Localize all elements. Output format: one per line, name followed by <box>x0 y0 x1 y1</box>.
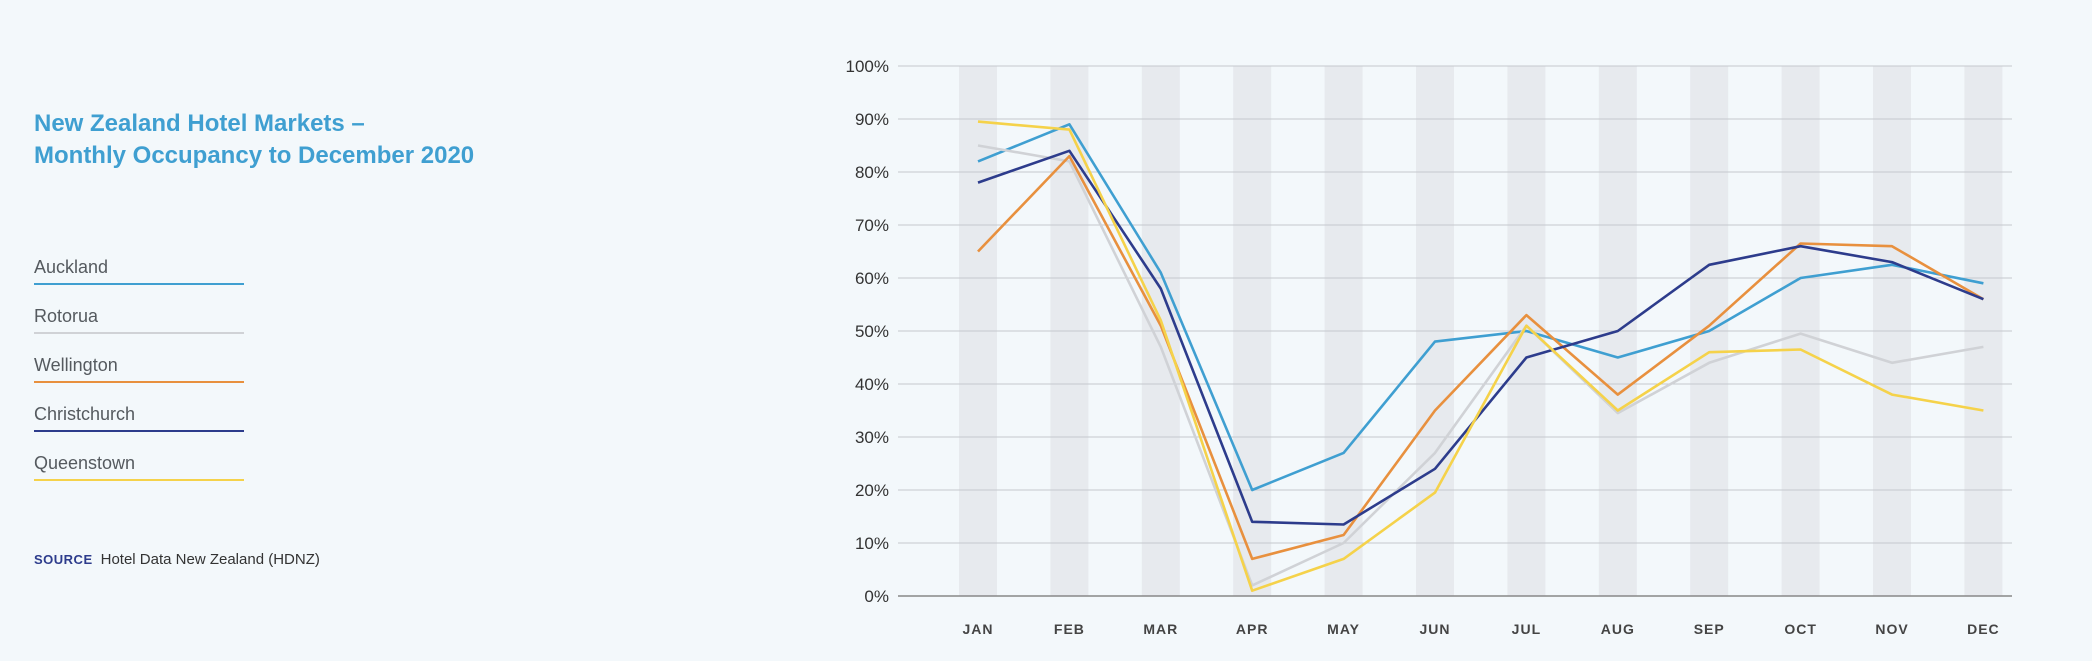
x-tick-label: OCT <box>1784 621 1817 637</box>
y-tick-label: 70% <box>855 216 889 235</box>
legend-label: Christchurch <box>34 404 136 424</box>
legend: Auckland Rotorua Wellington Christchurch… <box>34 255 244 500</box>
y-tick-label: 10% <box>855 534 889 553</box>
y-tick-label: 80% <box>855 163 889 182</box>
legend-label: Queenstown <box>34 453 136 473</box>
x-tick-label: JUL <box>1512 621 1541 637</box>
x-tick-label: DEC <box>1967 621 2000 637</box>
y-tick-label: 60% <box>855 269 889 288</box>
series-lines <box>977 120 1985 593</box>
x-tick-label: JUN <box>1419 621 1450 637</box>
series-line-queenstown <box>977 120 1984 593</box>
y-tick-label: 50% <box>855 322 889 341</box>
legend-swatch <box>34 479 244 481</box>
x-tick-label: SEP <box>1694 621 1725 637</box>
x-tick-label: MAY <box>1327 621 1360 637</box>
x-tick-label: JAN <box>962 621 993 637</box>
y-tick-label: 90% <box>855 110 889 129</box>
y-tick-label: 100% <box>846 57 889 76</box>
series-line-christchurch <box>977 149 1984 526</box>
legend-item-auckland: Auckland <box>34 255 244 304</box>
chart-title: New Zealand Hotel Markets – Monthly Occu… <box>34 108 474 172</box>
x-tick-label: NOV <box>1875 621 1908 637</box>
series-line-auckland <box>977 123 1984 492</box>
legend-swatch <box>34 283 244 285</box>
x-tick-label: MAR <box>1143 621 1178 637</box>
y-tick-label: 40% <box>855 375 889 394</box>
legend-item-rotorua: Rotorua <box>34 304 244 353</box>
legend-label: Rotorua <box>34 306 99 326</box>
y-tick-label: 0% <box>864 587 889 606</box>
source-label: SOURCE <box>34 552 93 567</box>
chart-title-line-2: Monthly Occupancy to December 2020 <box>34 142 475 169</box>
x-tick-label: APR <box>1236 621 1269 637</box>
legend-label: Auckland <box>34 257 109 277</box>
x-axis-ticks: JAN FEB MAR APR MAY JUN JUL AUG SEP OCT NOV DEC <box>962 621 2000 637</box>
source-text: Hotel Data New Zealand (HDNZ) <box>100 551 320 568</box>
y-tick-label: 30% <box>855 428 889 447</box>
y-tick-label: 20% <box>855 481 889 500</box>
legend-item-queenstown: Queenstown <box>34 451 244 500</box>
legend-swatch <box>34 430 244 432</box>
x-tick-label: AUG <box>1601 621 1635 637</box>
legend-label: Wellington <box>34 355 118 375</box>
source-note: SOURCE Hotel Data New Zealand (HDNZ) <box>34 551 320 568</box>
series-line-rotorua <box>977 144 1984 587</box>
x-tick-label: FEB <box>1054 621 1085 637</box>
legend-item-christchurch: Christchurch <box>34 402 244 451</box>
gridlines <box>898 65 2012 597</box>
chart-title-line-1: New Zealand Hotel Markets – <box>34 110 365 137</box>
series-line-wellington <box>977 154 1985 561</box>
legend-item-wellington: Wellington <box>34 353 244 402</box>
y-axis-ticks: 0% 10% 20% 30% 40% 50% 60% 70% 80% 90% 100% <box>846 57 889 606</box>
legend-swatch <box>34 381 244 383</box>
legend-swatch <box>34 332 244 334</box>
